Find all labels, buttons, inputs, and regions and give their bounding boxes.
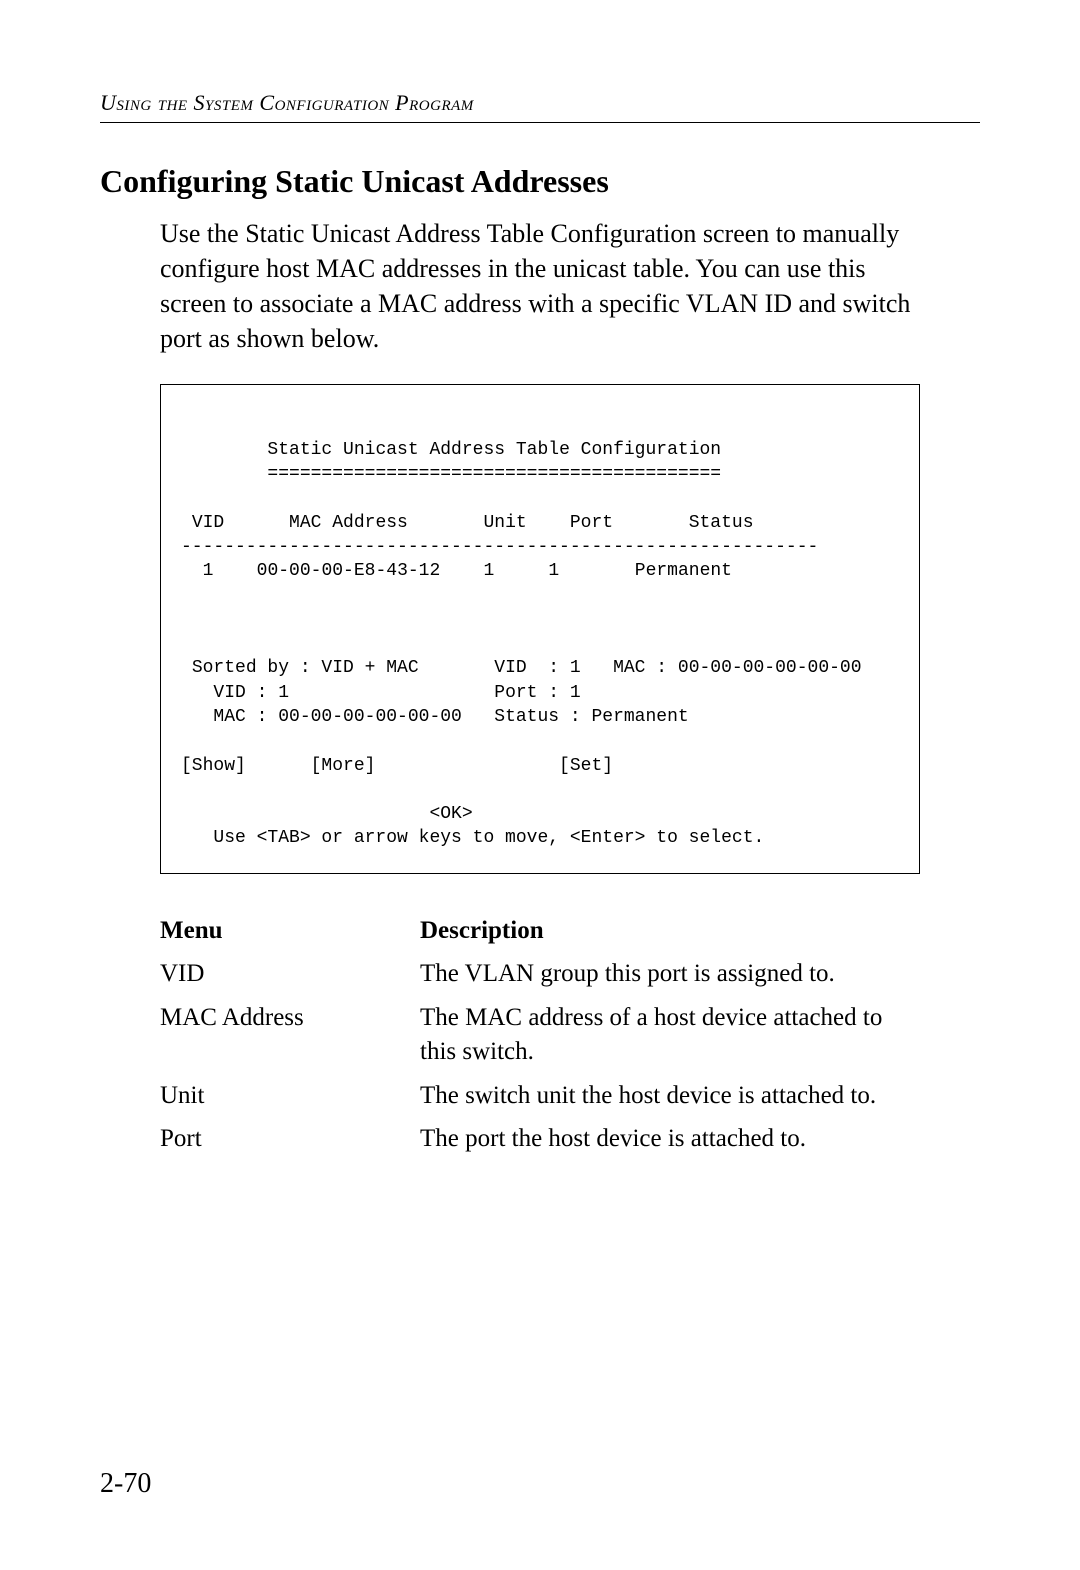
terminal-mac-status: MAC : 00-00-00-00-00-00 Status : Permane… <box>181 707 689 727</box>
definition-desc: The VLAN group this port is assigned to. <box>420 957 920 991</box>
definition-table: Menu Description VID The VLAN group this… <box>160 914 920 1157</box>
intro-paragraph: Use the Static Unicast Address Table Con… <box>160 216 920 356</box>
page-number: 2-70 <box>100 1468 151 1500</box>
terminal-row-1: 1 00-00-00-E8-43-12 1 1 Permanent <box>181 561 732 581</box>
definition-menu: Port <box>160 1122 420 1156</box>
terminal-help: Use <TAB> or arrow keys to move, <Enter>… <box>181 828 764 848</box>
definition-menu: Unit <box>160 1079 420 1113</box>
running-head: Using the System Configuration Program <box>100 90 980 116</box>
terminal-columns-underline: ----------------------------------------… <box>181 537 818 557</box>
terminal-ok: <OK> <box>181 804 473 824</box>
definition-desc: The switch unit the host device is attac… <box>420 1079 920 1113</box>
terminal-vid-port: VID : 1 Port : 1 <box>181 683 581 703</box>
terminal-screenshot: Static Unicast Address Table Configurati… <box>160 384 920 873</box>
terminal-title: Static Unicast Address Table Configurati… <box>181 440 721 460</box>
header-rule <box>100 122 980 123</box>
terminal-columns: VID MAC Address Unit Port Status <box>181 513 754 533</box>
terminal-actions: [Show] [More] [Set] <box>181 756 613 776</box>
terminal-sorted-by: Sorted by : VID + MAC VID : 1 MAC : 00-0… <box>181 658 862 678</box>
definition-desc: The port the host device is attached to. <box>420 1122 920 1156</box>
terminal-title-underline: ========================================… <box>181 464 721 484</box>
definition-desc: The MAC address of a host device attache… <box>420 1001 920 1069</box>
definition-menu: MAC Address <box>160 1001 420 1035</box>
section-title: Configuring Static Unicast Addresses <box>100 163 980 200</box>
definition-header-desc: Description <box>420 914 920 948</box>
definition-row: MAC Address The MAC address of a host de… <box>160 1001 920 1069</box>
definition-row: VID The VLAN group this port is assigned… <box>160 957 920 991</box>
definition-row: Unit The switch unit the host device is … <box>160 1079 920 1113</box>
definition-header-menu: Menu <box>160 914 420 948</box>
page: Using the System Configuration Program C… <box>0 0 1080 1570</box>
definition-row: Port The port the host device is attache… <box>160 1122 920 1156</box>
definition-header-row: Menu Description <box>160 914 920 948</box>
definition-menu: VID <box>160 957 420 991</box>
